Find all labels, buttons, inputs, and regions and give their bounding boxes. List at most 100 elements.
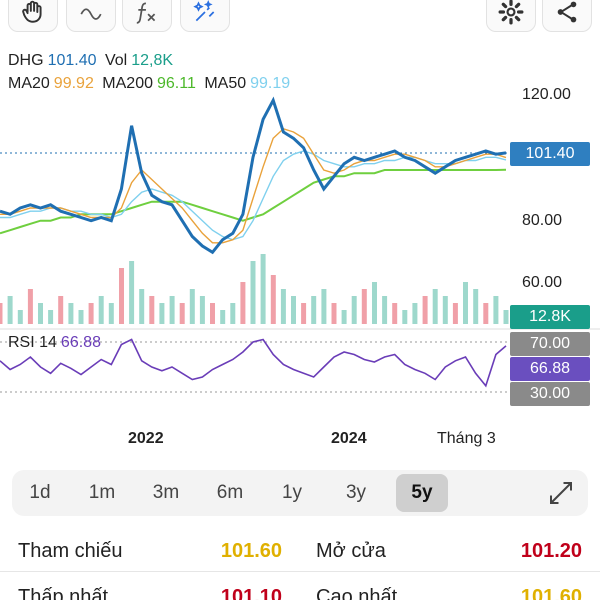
magic-icon (193, 0, 215, 22)
volume-bar (169, 296, 175, 324)
legend-price: 101.40 (47, 52, 97, 69)
low-label: Thấp nhất (18, 586, 109, 600)
ytick-label: 80.00 (522, 212, 563, 229)
price-line (0, 96, 507, 255)
volume-bar (483, 303, 489, 324)
ma20-line (0, 128, 507, 244)
volume-bar (301, 303, 307, 324)
open-label: Mở cửa (316, 540, 386, 562)
hand-tool-button[interactable] (8, 0, 58, 32)
fullscreen-button[interactable] (546, 478, 576, 508)
rsi-value-tag: 66.88 (510, 357, 590, 381)
volume-bar (412, 303, 418, 324)
volume-bar (280, 289, 286, 324)
stats-row: Thấp nhất 101.10 Cao nhất 101.60 (0, 574, 600, 600)
settings-button[interactable] (486, 0, 536, 32)
legend-vol: 12,8K (131, 52, 174, 69)
legend-rsi: 66.88 (60, 334, 101, 351)
period-3y[interactable]: 3y (345, 482, 367, 503)
legend-ma200: 96.11 (157, 75, 196, 92)
rsi-legend: RSI 14 66.88 (8, 334, 105, 352)
chart-area[interactable]: DHG 101.40 Vol 12,8K MA20 99.92 MA200 96.11 … (0, 44, 600, 464)
open-value: 101.20 (520, 540, 582, 562)
legend-ma50-label: MA50 (204, 75, 247, 92)
chart-toolbar (0, 0, 600, 36)
period-6m[interactable]: 6m (216, 482, 244, 503)
volume-bar (321, 289, 327, 324)
volume-bar (68, 303, 74, 324)
legend-ma20: 99.92 (53, 75, 94, 92)
volume-bar (119, 268, 124, 324)
price-legend: DHG 101.40 Vol 12,8K (8, 52, 177, 70)
share-button[interactable] (542, 0, 592, 32)
ytick-label: 60.00 (522, 274, 563, 291)
high-label: Cao nhất (316, 586, 398, 600)
hand-icon (22, 0, 42, 23)
volume-bar (432, 289, 438, 324)
volume-bar (452, 303, 458, 324)
volume-bar (382, 296, 388, 324)
period-1m[interactable]: 1m (88, 482, 116, 503)
volume-bar (250, 261, 256, 324)
legend-symbol: DHG (8, 52, 44, 69)
volume-bar (372, 282, 377, 324)
share-icon (557, 1, 577, 23)
xtick-label: 2022 (128, 430, 164, 447)
rsi-line (0, 338, 507, 388)
legend-ma20-label: MA20 (8, 75, 50, 92)
volume-bar (361, 289, 367, 324)
volume-bar (199, 296, 205, 324)
volume-bar (473, 289, 479, 324)
period-3m[interactable]: 3m (152, 482, 180, 503)
volume-bar (220, 310, 226, 324)
period-1y[interactable]: 1y (281, 482, 303, 503)
stats-row: Tham chiếu 101.60 Mở cửa 101.20 (0, 528, 600, 572)
volume-bar (38, 303, 43, 324)
volume-bar (442, 296, 448, 324)
volume-bar (270, 275, 276, 324)
volume-bar (463, 282, 468, 324)
volume-bar (129, 261, 135, 324)
reference-label: Tham chiếu (18, 540, 123, 562)
price-chart[interactable] (0, 44, 600, 464)
volume-bar (291, 296, 296, 324)
volume-bar (7, 296, 13, 324)
volume-bar (179, 303, 185, 324)
volume-bar (149, 296, 155, 324)
volume-bar (48, 310, 54, 324)
ytick-label: 120.00 (522, 86, 571, 103)
volume-bar (189, 289, 195, 324)
period-1d[interactable]: 1d (29, 482, 51, 503)
volume-bar (139, 289, 145, 324)
volume-bar (210, 303, 215, 324)
volume-bar (311, 296, 317, 324)
period-5y[interactable]: 5y (396, 474, 448, 512)
draw-line-button[interactable] (66, 0, 116, 32)
auto-analysis-button[interactable] (180, 0, 230, 32)
volume-bar (230, 303, 236, 324)
high-value: 101.60 (520, 586, 582, 600)
volume-bar (493, 296, 499, 324)
volume-bar (503, 310, 509, 324)
indicator-button[interactable] (122, 0, 172, 32)
legend-ma50: 99.19 (250, 75, 291, 92)
volume-bar (392, 303, 398, 324)
volume-bars (0, 254, 509, 324)
volume-bar (88, 303, 94, 324)
volume-bar (108, 303, 114, 324)
volume-bar (98, 296, 104, 324)
volume-bar (402, 310, 408, 324)
rsi-lower-tag: 30.00 (510, 382, 590, 406)
volume-bar (78, 310, 84, 324)
rsi-upper-tag: 70.00 (510, 332, 590, 356)
volume-bar (58, 296, 64, 324)
legend-rsi-label: RSI 14 (8, 334, 57, 351)
volume-bar (422, 296, 428, 324)
xtick-label: 2024 (331, 430, 367, 447)
volume-bar (240, 282, 246, 324)
volume-bar (17, 310, 23, 324)
expand-icon (550, 482, 572, 504)
volume-bar (27, 289, 33, 324)
low-value: 101.10 (220, 586, 282, 600)
last-price-tag: 101.40 (510, 142, 590, 166)
